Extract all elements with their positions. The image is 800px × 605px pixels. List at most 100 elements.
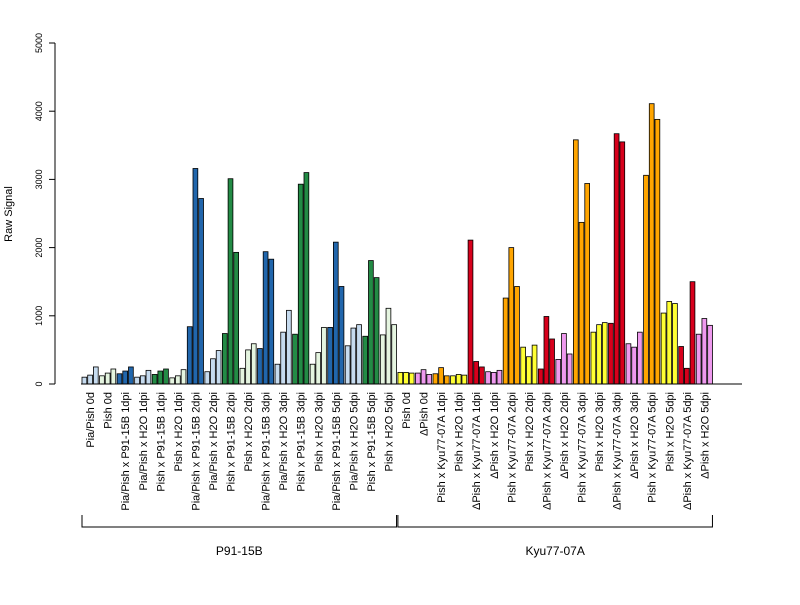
bar bbox=[707, 324, 713, 385]
bar bbox=[508, 247, 515, 385]
bar bbox=[479, 366, 485, 385]
bar bbox=[239, 367, 246, 385]
bar bbox=[268, 258, 275, 385]
bar bbox=[455, 374, 462, 385]
bar bbox=[99, 375, 105, 385]
x-tick-label: Pish x H2O 5dpi bbox=[664, 392, 676, 471]
x-tick-label: Pish x H2O 1dpi bbox=[173, 392, 185, 471]
x-tick-label: ΔPish x H2O 2dpi bbox=[559, 392, 571, 479]
bar bbox=[566, 353, 573, 385]
bar bbox=[257, 348, 263, 385]
bar bbox=[87, 374, 93, 385]
y-tick-label: 5000 bbox=[34, 33, 44, 53]
bar bbox=[619, 141, 626, 385]
x-tick-label: ΔPish x H2O 5dpi bbox=[699, 392, 711, 479]
bar bbox=[327, 326, 333, 385]
group-label: Kyu77-07A bbox=[525, 544, 584, 558]
x-tick-label: Pia/Pish x P91-15B 1dpi bbox=[120, 392, 132, 511]
x-tick-label: Pish x Kyu77-07A 5dpi bbox=[647, 392, 659, 503]
x-tick-label: Pish x P91-15B 1dpi bbox=[155, 392, 167, 492]
bar bbox=[321, 326, 327, 385]
x-tick-label: Pia/Pish x H2O 2dpi bbox=[208, 392, 220, 490]
bar bbox=[379, 334, 386, 385]
bar bbox=[432, 373, 439, 385]
bar bbox=[262, 251, 269, 385]
y-axis-label: Raw Signal bbox=[3, 186, 15, 242]
bar bbox=[666, 301, 673, 385]
bar bbox=[233, 251, 240, 385]
bar bbox=[496, 369, 503, 385]
bar bbox=[578, 221, 585, 385]
bar bbox=[303, 172, 310, 385]
bar bbox=[531, 344, 538, 385]
bar bbox=[526, 356, 532, 385]
bar bbox=[450, 375, 456, 385]
x-tick-label: Pish x P91-15B 2dpi bbox=[226, 392, 238, 492]
x-tick-label: Pia/Pish x P91-15B 2dpi bbox=[190, 392, 202, 511]
bar bbox=[672, 303, 678, 385]
bar bbox=[596, 324, 602, 385]
x-tick-label: Pia/Pish 0d bbox=[85, 392, 97, 448]
bar bbox=[561, 333, 567, 385]
bar bbox=[175, 375, 181, 385]
bar bbox=[637, 331, 643, 385]
bar bbox=[280, 331, 286, 385]
x-tick-label: Pish x H2O 1dpi bbox=[454, 392, 466, 471]
bar bbox=[537, 368, 544, 385]
bar bbox=[134, 376, 140, 385]
bar bbox=[286, 309, 292, 385]
x-tick-label: ΔPish x H2O 3dpi bbox=[629, 392, 641, 479]
group-label: P91-15B bbox=[216, 544, 263, 558]
y-tick-label: 2000 bbox=[34, 238, 44, 258]
bar bbox=[490, 372, 497, 385]
bar bbox=[613, 133, 620, 385]
x-tick-label: Pia/Pish x P91-15B 5dpi bbox=[331, 392, 343, 511]
bar bbox=[139, 375, 146, 385]
x-tick-label: Pish 0d bbox=[401, 392, 413, 429]
x-tick-label: Pish x H2O 5dpi bbox=[383, 392, 395, 471]
bar bbox=[660, 312, 667, 385]
bar bbox=[408, 372, 415, 385]
bar bbox=[315, 352, 322, 385]
x-tick-label: Pish x H2O 2dpi bbox=[524, 392, 536, 471]
bar bbox=[356, 324, 362, 385]
bar bbox=[151, 374, 158, 385]
bar bbox=[549, 338, 555, 385]
x-tick-label: Pish 0d bbox=[103, 392, 115, 429]
x-tick-label: ΔPish x Kyu77-07A 3dpi bbox=[612, 392, 624, 510]
bar bbox=[169, 377, 175, 385]
bar bbox=[443, 375, 450, 385]
bar bbox=[368, 260, 374, 385]
x-tick-label: Pish x Kyu77-07A 2dpi bbox=[506, 392, 518, 503]
x-tick-label: Pish x H2O 3dpi bbox=[313, 392, 325, 471]
y-tick-label: 4000 bbox=[34, 101, 44, 121]
bars bbox=[81, 103, 713, 385]
bar bbox=[397, 372, 404, 385]
x-tick-label: Pia/Pish x H2O 1dpi bbox=[138, 392, 150, 490]
bar bbox=[403, 372, 409, 385]
bar bbox=[467, 239, 474, 385]
bar bbox=[373, 277, 380, 385]
bar bbox=[221, 333, 228, 385]
bar bbox=[157, 370, 164, 385]
bar bbox=[104, 372, 111, 385]
x-tick-labels: Pia/Pish 0d Pish 0d Pia/Pish x P91-15B 1dp… bbox=[85, 392, 711, 511]
bar bbox=[631, 346, 637, 385]
bar bbox=[344, 345, 351, 385]
bar bbox=[438, 367, 444, 385]
bar bbox=[210, 358, 216, 385]
bar bbox=[385, 307, 392, 385]
bar bbox=[362, 335, 368, 385]
group-bracket bbox=[397, 515, 713, 528]
group-bracket bbox=[81, 515, 398, 528]
bar bbox=[695, 333, 702, 385]
bar bbox=[573, 139, 579, 385]
x-tick-label: ΔPish x Kyu77-07A 5dpi bbox=[682, 392, 694, 510]
bar bbox=[684, 367, 690, 385]
bar bbox=[643, 174, 649, 385]
bar bbox=[420, 369, 427, 385]
bar bbox=[245, 349, 251, 385]
bar bbox=[543, 316, 550, 385]
